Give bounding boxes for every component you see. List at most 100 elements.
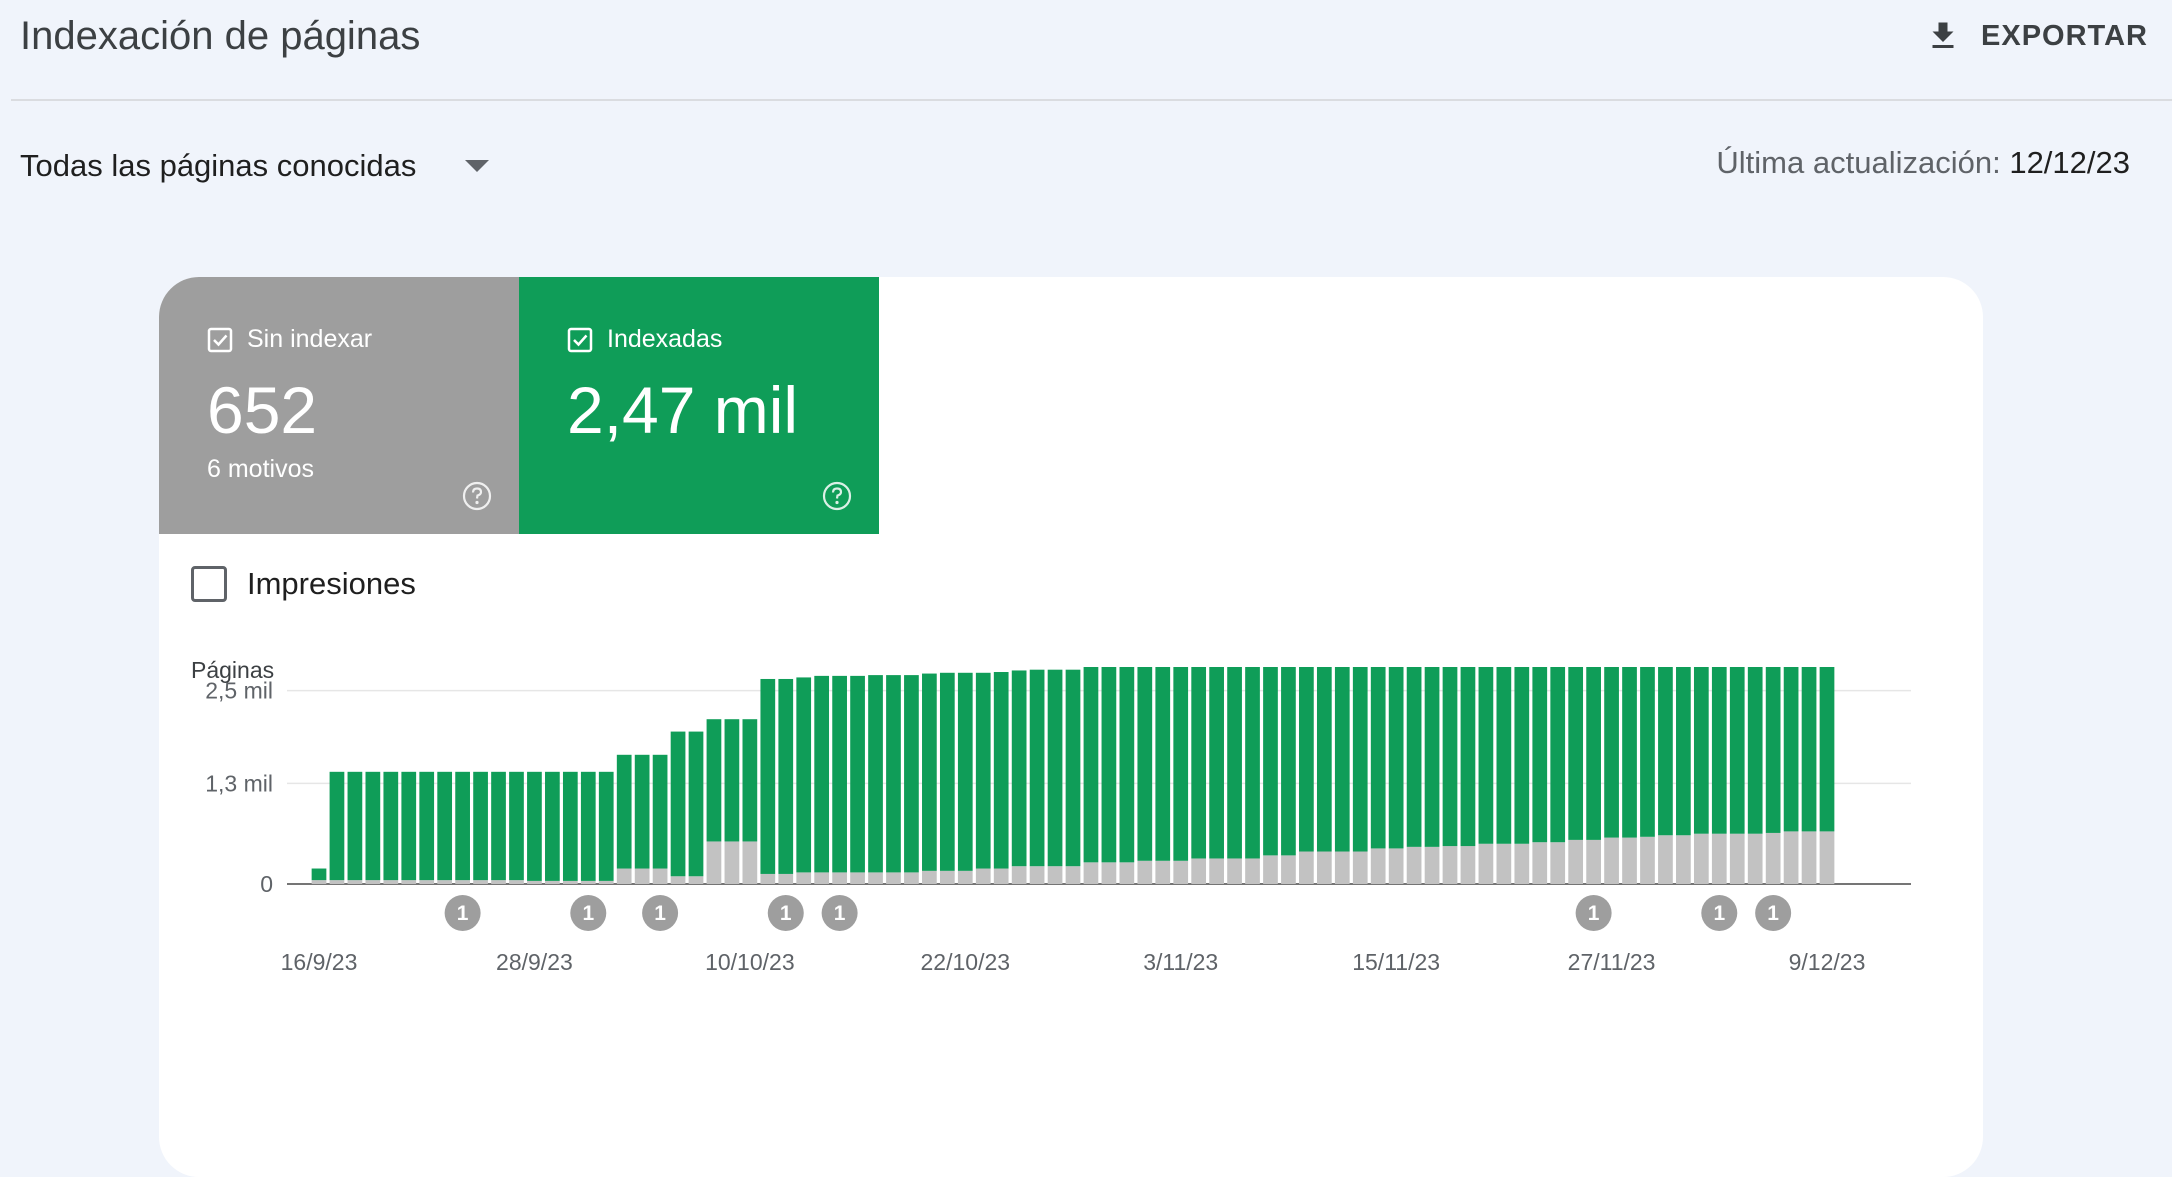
bar-not-indexed [796, 872, 812, 884]
bar-not-indexed [598, 880, 614, 884]
bar-not-indexed [760, 873, 776, 884]
bar-indexed [598, 771, 614, 881]
x-tick-label: 10/10/23 [705, 949, 795, 975]
header-divider [11, 99, 2172, 101]
bar-not-indexed [365, 880, 381, 884]
impressions-toggle[interactable]: Impresiones [191, 566, 416, 602]
bar-indexed [1119, 667, 1135, 863]
bar-indexed [1568, 667, 1584, 840]
bar-indexed [580, 771, 596, 881]
bar-indexed [993, 672, 1009, 869]
bar-not-indexed [455, 880, 470, 884]
bar-not-indexed [491, 880, 506, 884]
annotation-marker[interactable] [767, 895, 804, 931]
annotation-marker[interactable] [1575, 895, 1612, 931]
annotation-label: 1 [780, 902, 792, 925]
bar-indexed [509, 771, 524, 881]
bar-not-indexed [616, 868, 632, 884]
bar-not-indexed [1047, 866, 1063, 884]
bar-not-indexed [742, 841, 758, 884]
bar-not-indexed [670, 876, 686, 884]
bar-indexed [1065, 669, 1081, 867]
bar-not-indexed [975, 868, 991, 884]
bar-not-indexed [509, 880, 524, 884]
bar-indexed [1460, 667, 1476, 847]
annotation-label: 1 [582, 902, 594, 925]
metric-not-indexed[interactable]: Sin indexar 652 6 motivos [159, 277, 519, 534]
bar-not-indexed [1783, 831, 1799, 884]
bar-not-indexed [1747, 833, 1763, 884]
bar-not-indexed [1370, 848, 1386, 884]
checkbox-checked-icon[interactable] [207, 327, 233, 353]
bar-not-indexed [1191, 858, 1207, 884]
annotation-marker[interactable] [444, 895, 481, 931]
bar-not-indexed [993, 868, 1009, 884]
annotation-marker[interactable] [821, 895, 858, 931]
bar-indexed [850, 675, 865, 873]
impressions-checkbox[interactable] [191, 566, 227, 602]
x-tick-label: 28/9/23 [496, 949, 573, 975]
bar-not-indexed [527, 880, 542, 884]
x-tick-label: 3/11/23 [1143, 949, 1218, 975]
bar-not-indexed [1137, 860, 1153, 884]
bar-indexed [1334, 667, 1350, 852]
bar-indexed [670, 731, 686, 877]
bar-indexed [473, 771, 488, 881]
help-icon[interactable] [821, 480, 853, 512]
bar-indexed [1370, 667, 1386, 849]
bar-not-indexed [1658, 835, 1673, 884]
metric-indexed[interactable]: Indexadas 2,47 mil [519, 277, 879, 534]
bar-indexed [652, 754, 668, 869]
pages-filter-dropdown[interactable]: Todas las páginas conocidas [20, 140, 490, 192]
bar-indexed [1424, 667, 1440, 847]
bar-indexed [347, 771, 363, 881]
bar-indexed [1801, 667, 1817, 832]
bar-not-indexed [1406, 846, 1422, 884]
bar-not-indexed [437, 880, 453, 884]
bar-indexed [1406, 667, 1422, 847]
bar-not-indexed [1263, 855, 1278, 884]
checkbox-checked-icon[interactable] [567, 327, 593, 353]
bar-not-indexed [957, 870, 973, 884]
y-tick-label: 2,5 mil [205, 678, 273, 704]
bar-not-indexed [832, 872, 847, 884]
dropdown-arrow-icon [465, 160, 490, 172]
bar-indexed [922, 673, 937, 871]
bar-not-indexed [311, 880, 327, 884]
bar-indexed [365, 771, 381, 881]
bar-indexed [1819, 667, 1835, 832]
annotation-marker[interactable] [1755, 895, 1792, 931]
annotation-marker[interactable] [1701, 895, 1738, 931]
bar-indexed [1550, 667, 1566, 843]
bar-indexed [1137, 667, 1153, 861]
bar-not-indexed [401, 880, 417, 884]
bar-indexed [1191, 667, 1207, 859]
x-tick-label: 27/11/23 [1568, 949, 1656, 975]
help-icon[interactable] [461, 480, 493, 512]
bar-not-indexed [1101, 862, 1117, 884]
bar-not-indexed [1424, 846, 1440, 884]
bar-indexed [1765, 667, 1781, 833]
bar-indexed [491, 771, 506, 881]
bar-indexed [1783, 667, 1799, 832]
bar-not-indexed [1676, 835, 1691, 884]
bar-not-indexed [1604, 837, 1619, 884]
page-title: Indexación de páginas [20, 14, 421, 58]
bar-not-indexed [1155, 860, 1171, 884]
annotation-label: 1 [457, 902, 469, 925]
bar-indexed [634, 754, 650, 869]
annotation-marker[interactable] [570, 895, 607, 931]
bar-indexed [1711, 667, 1727, 834]
export-button[interactable]: EXPORTAR [1925, 12, 2148, 60]
annotation-marker[interactable] [642, 895, 679, 931]
bar-not-indexed [1711, 833, 1727, 884]
bar-indexed [1640, 667, 1655, 837]
bar-not-indexed [778, 873, 794, 884]
bar-indexed [688, 731, 704, 877]
bar-indexed [1101, 667, 1117, 863]
last-update-label: Última actualización: [1716, 145, 2001, 180]
y-axis-title: Páginas [191, 657, 275, 683]
bar-indexed [796, 677, 812, 873]
y-tick-label: 1,3 mil [205, 770, 273, 796]
metric-not-indexed-value: 652 [207, 373, 318, 447]
